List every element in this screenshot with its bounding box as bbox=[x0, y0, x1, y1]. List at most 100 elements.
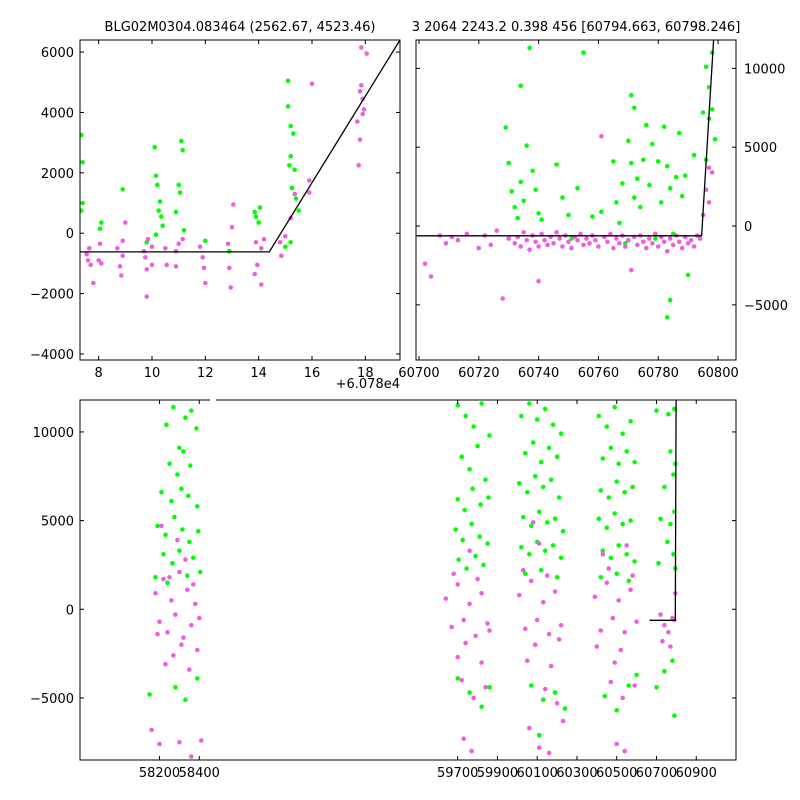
bottom-green-point bbox=[194, 426, 199, 431]
bottom-green-point bbox=[665, 539, 670, 545]
bottom-green-point bbox=[519, 413, 524, 419]
top-right-magenta-point bbox=[593, 237, 598, 243]
top-left-magenta-point bbox=[149, 262, 155, 268]
bottom-green-point bbox=[536, 509, 542, 514]
top-right-magenta-point bbox=[422, 261, 428, 267]
bottom-green-point bbox=[170, 560, 175, 566]
bottom-green-point bbox=[668, 449, 673, 454]
top-right-green-point bbox=[512, 204, 517, 210]
bottom-green-point bbox=[668, 521, 673, 527]
bottom-green-point bbox=[167, 461, 172, 467]
bottom-green-point bbox=[471, 424, 476, 429]
bottom-green-point bbox=[654, 685, 659, 690]
top-right-magenta-point bbox=[536, 278, 541, 284]
top-left-magenta-point bbox=[97, 241, 103, 247]
top-right-magenta-point bbox=[685, 241, 691, 246]
bottom-green-point bbox=[464, 566, 469, 571]
bottom-green-point bbox=[519, 544, 524, 550]
top-left-magenta-point bbox=[364, 51, 370, 56]
bottom-magenta-point bbox=[610, 615, 616, 621]
bottom-green-point bbox=[622, 489, 627, 495]
bottom-green-point bbox=[542, 406, 548, 412]
top-left-green-point bbox=[97, 226, 103, 231]
top-left-green-point bbox=[252, 209, 257, 215]
bottom-green-point bbox=[171, 404, 176, 410]
top-right-magenta-point bbox=[644, 245, 649, 251]
top-left-magenta-point bbox=[357, 89, 363, 94]
top-right-green-point bbox=[638, 204, 643, 210]
bottom-green-point bbox=[596, 516, 602, 522]
top-right-magenta-point bbox=[709, 170, 715, 175]
bottom-green-point bbox=[620, 431, 625, 437]
top-right-green-point bbox=[515, 215, 520, 221]
bottom-x-tick-label: 60100 bbox=[517, 766, 558, 781]
top-left-magenta-point bbox=[283, 233, 288, 239]
top-right-magenta-point bbox=[626, 237, 631, 243]
bottom-magenta-point bbox=[534, 617, 540, 623]
bottom-green-point bbox=[473, 553, 478, 559]
bottom-points bbox=[147, 401, 678, 759]
bottom-magenta-point bbox=[187, 667, 192, 672]
bottom-green-point bbox=[558, 431, 564, 437]
bottom-green-point bbox=[550, 543, 556, 548]
top-left-magenta-point bbox=[227, 265, 232, 271]
top-left-magenta-point bbox=[355, 119, 360, 124]
bottom-green-point bbox=[630, 484, 635, 490]
bottom-green-point bbox=[666, 411, 671, 417]
top-right-magenta-point bbox=[629, 267, 634, 273]
top-left-green-point bbox=[179, 138, 184, 144]
bottom-green-point bbox=[670, 658, 675, 663]
top-left-magenta-point bbox=[229, 224, 235, 230]
top-left-magenta-point bbox=[359, 45, 364, 50]
top-right-green-point bbox=[667, 297, 673, 303]
bottom-magenta-point bbox=[666, 630, 671, 635]
bottom-x-tick-label: 60500 bbox=[596, 766, 637, 781]
top-right-magenta-point bbox=[512, 241, 517, 246]
bottom-magenta-point bbox=[483, 685, 488, 690]
bottom-model-line bbox=[649, 400, 677, 621]
top-left-magenta-point bbox=[163, 246, 168, 251]
bottom-green-point bbox=[544, 520, 550, 525]
top-left-green-point bbox=[176, 182, 181, 188]
bottom-magenta-point bbox=[532, 642, 538, 647]
top-right-green-point bbox=[503, 125, 509, 130]
top-left-magenta-point bbox=[180, 236, 185, 242]
top-right-magenta-point bbox=[545, 242, 550, 248]
bottom-magenta-point bbox=[451, 571, 457, 577]
top-left-green-point bbox=[287, 163, 292, 168]
top-left-green-point bbox=[99, 220, 104, 225]
top-left-magenta-point bbox=[164, 262, 169, 268]
top-left-x-tick-label: 12 bbox=[197, 366, 214, 381]
top-left-magenta-point bbox=[231, 202, 236, 207]
top-left-y-tick-label: −4000 bbox=[30, 348, 74, 363]
top-left-green-point bbox=[156, 208, 161, 213]
top-left-magenta-point bbox=[117, 264, 123, 269]
bottom-green-point bbox=[486, 495, 491, 500]
top-left-model-line bbox=[80, 40, 400, 253]
top-right-magenta-point bbox=[697, 236, 703, 241]
bottom-green-point bbox=[463, 413, 468, 419]
top-left-green-point bbox=[173, 209, 179, 215]
bottom-green-point bbox=[598, 575, 604, 580]
top-left-title: BLG02M0304.083464 (2562.67, 4523.46) bbox=[105, 20, 376, 35]
bottom-green-point bbox=[483, 477, 488, 483]
bottom-green-point bbox=[187, 539, 192, 545]
top-right-green-point bbox=[653, 236, 658, 241]
top-left-green-point bbox=[288, 240, 294, 245]
top-right-magenta-point bbox=[614, 236, 619, 241]
top-right-green-point bbox=[599, 209, 604, 215]
top-right-x-tick-label: 60740 bbox=[518, 366, 559, 381]
top-right-green-point bbox=[623, 241, 628, 246]
bottom-magenta-point bbox=[449, 624, 455, 630]
bottom-green-point bbox=[153, 575, 158, 580]
top-right-magenta-point bbox=[596, 244, 601, 249]
top-right-green-point bbox=[632, 195, 637, 200]
top-left-magenta-point bbox=[279, 253, 284, 259]
top-right-magenta-point bbox=[611, 245, 616, 251]
bottom-magenta-point bbox=[628, 587, 633, 593]
top-right-magenta-point bbox=[667, 236, 673, 241]
bottom-magenta-point bbox=[536, 541, 542, 546]
top-left-magenta-point bbox=[252, 271, 257, 277]
top-right-magenta-point bbox=[521, 230, 526, 235]
